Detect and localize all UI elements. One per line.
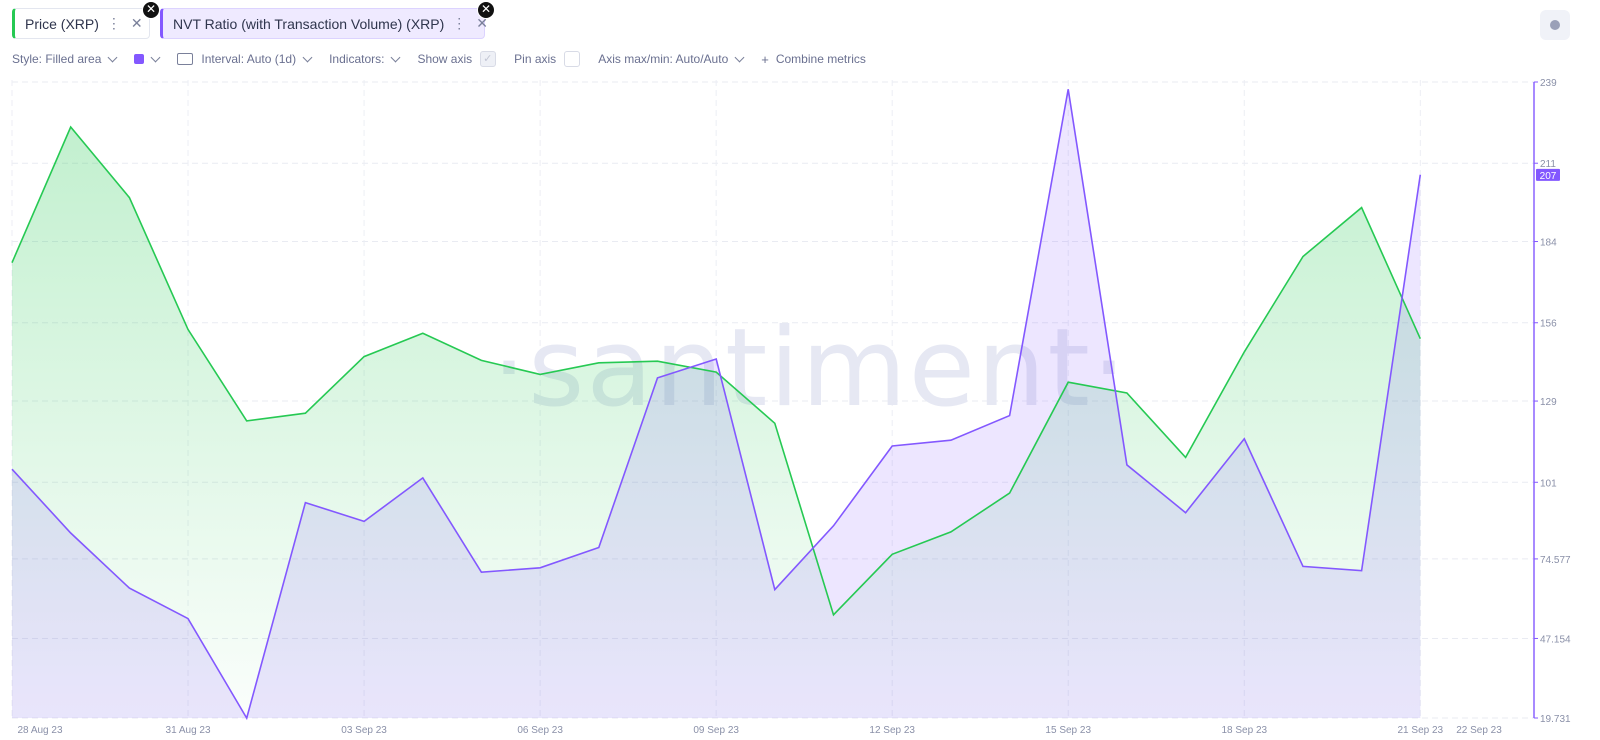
x-axis-tick-label: 28 Aug 23 [17, 725, 62, 736]
x-axis-tick-label: 31 Aug 23 [166, 725, 211, 736]
ruler-icon [177, 53, 194, 65]
plus-icon: + [761, 51, 769, 67]
chart-lines [11, 89, 1422, 721]
interval-dropdown[interactable]: Interval: Auto (1d) [177, 52, 313, 66]
pin-axis-label: Pin axis [514, 52, 557, 66]
x-axis-tick-label: 18 Sep 23 [1221, 725, 1267, 736]
nvt-line [11, 89, 1422, 721]
chart-axes: 239 211 184 156 129 101 74.577 47.154 19.731 207 2… [17, 78, 1571, 736]
last-value-label: 207 [1540, 171, 1557, 182]
axis-maxmin-dropdown[interactable]: Axis max/min: Auto/Auto [598, 52, 745, 66]
x-axis-tick-label: 09 Sep 23 [693, 725, 739, 736]
x-axis-tick-label: 03 Sep 23 [341, 725, 387, 736]
pin-axis-checkbox[interactable] [564, 51, 581, 67]
metric-tab-label: NVT Ratio (with Transaction Volume) (XRP… [173, 15, 445, 32]
dot-icon [1550, 20, 1560, 30]
indicators-label: Indicators: [329, 52, 385, 66]
remove-metric-icon[interactable]: ✕ [477, 1, 495, 19]
settings-dot-button[interactable] [1540, 10, 1570, 40]
combine-metrics-button[interactable]: + Combine metrics [761, 52, 866, 67]
show-axis-checkbox[interactable] [480, 51, 497, 67]
x-axis-tick-label: 06 Sep 23 [517, 725, 563, 736]
right-axis-tick-label: 211 [1540, 159, 1556, 170]
axis-maxmin-label: Axis max/min: Auto/Auto [598, 52, 729, 66]
right-axis-tick-label: 74.577 [1540, 555, 1571, 566]
nvt-area [12, 89, 1421, 719]
metric-tab-nvt[interactable]: NVT Ratio (with Transaction Volume) (XRP… [160, 1, 495, 39]
combine-metrics-label: Combine metrics [775, 52, 866, 66]
price-area [12, 127, 1421, 718]
close-icon[interactable]: ✕ [130, 15, 143, 31]
chart-areas [12, 89, 1421, 719]
metric-tab-label: Price (XRP) [25, 15, 99, 32]
metric-tabs: Price (XRP) ⋮ ✕ ✕ NVT Ratio (with Transa… [12, 1, 495, 40]
vertical-dots-icon[interactable]: ⋮ [106, 15, 121, 31]
x-axis-tick-label: 12 Sep 23 [869, 725, 915, 736]
right-axis-tick-label: 184 [1540, 238, 1557, 249]
show-axis-toggle[interactable]: Show axis [417, 51, 497, 67]
color-picker[interactable] [134, 52, 161, 64]
remove-metric-icon[interactable]: ✕ [142, 1, 160, 19]
show-axis-label: Show axis [417, 52, 473, 66]
last-value-badge [1536, 168, 1560, 181]
close-icon[interactable]: ✕ [476, 15, 489, 31]
right-axis-tick-label: 101 [1540, 478, 1557, 489]
right-axis-tick-label: 19.731 [1540, 714, 1571, 725]
color-swatch [134, 54, 145, 64]
right-axis-tick-label: 47.154 [1540, 634, 1571, 645]
style-dropdown[interactable]: Style: Filled area [12, 52, 118, 66]
x-axis-tick-label: 22 Sep 23 [1456, 725, 1502, 736]
vertical-dots-icon[interactable]: ⋮ [452, 15, 467, 31]
metric-tab-price[interactable]: Price (XRP) ⋮ ✕ ✕ [12, 1, 160, 39]
indicators-dropdown[interactable]: Indicators: [329, 52, 401, 66]
metric-toolbar: Style: Filled area Interval: Auto (1d) I… [12, 50, 884, 68]
right-axis-tick-label: 129 [1540, 397, 1557, 408]
x-axis-tick-label: 21 Sep 23 [1398, 725, 1444, 736]
x-axis-tick-label: 15 Sep 23 [1045, 725, 1091, 736]
interval-label: Interval: Auto (1d) [201, 52, 297, 66]
style-label: Style: Filled area [12, 52, 102, 66]
right-axis-tick-label: 239 [1540, 78, 1557, 89]
pin-axis-toggle[interactable]: Pin axis [514, 51, 581, 67]
right-axis-tick-label: 156 [1540, 319, 1557, 330]
